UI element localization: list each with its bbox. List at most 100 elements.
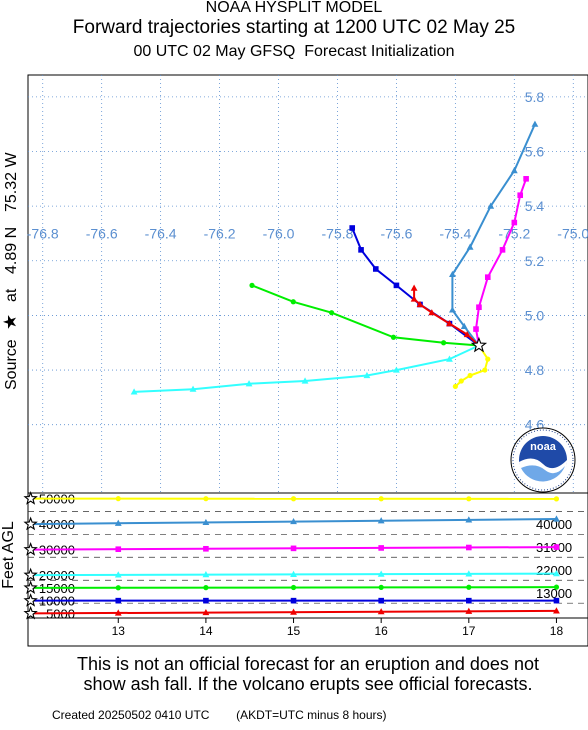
- height-marker: [466, 584, 472, 590]
- height-frame: [27, 492, 588, 619]
- lat-tick-label: 4.8: [525, 362, 545, 378]
- height-marker: [553, 597, 560, 604]
- trajectory-marker: [416, 300, 424, 308]
- height-marker: [202, 571, 210, 578]
- disclaimer: This is not an official forecast for an …: [28, 654, 588, 694]
- lon-tick-label: -75.4: [439, 225, 471, 241]
- height-marker: [115, 496, 121, 502]
- trajectory-marker: [440, 340, 447, 346]
- footer: Created 20250502 0410 UTC (AKDT=UTC minu…: [52, 708, 387, 722]
- height-marker: [290, 584, 297, 591]
- trajectory-marker: [290, 299, 296, 305]
- trajectory-marker: [452, 383, 458, 390]
- lon-tick-label: -75.8: [322, 225, 354, 241]
- height-marker: [553, 515, 560, 522]
- trajectory-marker: [301, 377, 309, 384]
- height-tick-right: 40000: [536, 517, 572, 532]
- height-marker: [466, 597, 472, 604]
- height-marker: [115, 546, 122, 553]
- trajectory-marker: [393, 366, 400, 373]
- height-start-star: [23, 567, 38, 582]
- trajectory-marker: [511, 219, 518, 226]
- lat-tick-label: 5.8: [525, 89, 545, 105]
- source-at: at: [3, 288, 20, 302]
- source-star-icon: ★: [0, 314, 20, 330]
- lon-tick-label: -76.4: [145, 225, 177, 241]
- map-frame: [27, 74, 588, 494]
- trajectory-marker: [517, 192, 524, 199]
- map-tick-labels: -76.8 -76.6 -76.4 -76.2 -76.0 -75.8 -75.6 -75.4…: [27, 89, 588, 433]
- trajectory-marker: [466, 243, 474, 250]
- height-panel: Feet AGL 5000040000300002000015000100005…: [0, 491, 588, 638]
- trajectory-marker: [482, 367, 488, 373]
- trajectory-marker: [189, 385, 197, 392]
- trajectory-marker: [458, 378, 464, 384]
- trajectory-marker: [349, 225, 356, 231]
- lat-tick-label: 5.2: [525, 253, 545, 269]
- height-marker: [202, 518, 210, 526]
- height-marker: [290, 545, 297, 552]
- trajectory-marker: [484, 274, 491, 280]
- time-tick-label: 18: [550, 624, 564, 638]
- height-start-star: [23, 605, 38, 620]
- height-marker: [465, 516, 473, 523]
- disclaimer-line-1: This is not an official forecast for an …: [77, 654, 539, 674]
- lon-tick-label: -76.2: [204, 225, 236, 241]
- time-tick-label: 15: [287, 624, 301, 638]
- height-tick-right: 13000: [536, 586, 572, 601]
- trajectory-marker: [531, 120, 539, 127]
- trajectory-marker: [410, 284, 418, 291]
- trajectory-title: Forward trajectories starting at 1200 UT…: [72, 17, 516, 38]
- lat-tick-label: 5.6: [525, 143, 545, 159]
- init-time: 00 UTC 02 May: [133, 43, 246, 60]
- timezone-note: (AKDT=UTC minus 8 hours): [236, 708, 387, 722]
- trajectory-marker: [446, 320, 453, 327]
- trajectory-marker: [473, 326, 479, 332]
- height-marker: [290, 570, 297, 577]
- trajectory-marker: [460, 322, 468, 329]
- height-marker: [203, 585, 209, 591]
- trajectory-marker: [467, 372, 473, 379]
- trajectory-line: [474, 178, 528, 346]
- height-marker: [115, 585, 121, 591]
- height-start-star: [23, 491, 38, 505]
- height-marker: [553, 607, 560, 614]
- height-marker: [377, 570, 385, 577]
- height-marker: [378, 496, 384, 502]
- trajectory-marker: [249, 282, 255, 288]
- height-marker: [114, 571, 122, 578]
- trajectory-marker: [449, 306, 456, 313]
- source-label: Source ★ at 4.89 N 75.32 W: [0, 152, 20, 390]
- time-tick-label: 13: [112, 624, 126, 638]
- time-tick-label: 17: [462, 624, 476, 638]
- trajectory-marker: [428, 309, 436, 316]
- height-marker: [553, 496, 560, 502]
- noaa-logo-text: noaa: [530, 441, 557, 453]
- trajectory-marker: [410, 295, 418, 302]
- trajectory-marker: [523, 176, 529, 182]
- height-axis-label: Feet AGL: [0, 521, 17, 589]
- height-marker: [290, 597, 297, 604]
- forecast-init-title: 00 UTC 02 May GFSQ Forecast Initializati…: [0, 43, 588, 61]
- height-marker: [553, 544, 560, 550]
- disclaimer-line-2: show ash fall. If the volcano erupts see…: [83, 674, 533, 694]
- trajectory-line: [134, 344, 480, 393]
- height-start-star: [23, 580, 38, 595]
- height-marker: [466, 544, 472, 551]
- trajectory-marker: [510, 167, 518, 174]
- height-marker: [553, 584, 560, 590]
- height-marker: [378, 584, 384, 590]
- trajectory-marker: [487, 202, 495, 209]
- trajectory-marker: [245, 380, 253, 387]
- height-marker: [202, 608, 210, 616]
- source-star: [470, 336, 488, 353]
- trajectory-marker: [393, 282, 400, 289]
- height-marker: [466, 496, 472, 502]
- time-tick-label: 14: [199, 624, 213, 638]
- height-marker: [378, 597, 384, 604]
- trajectory-marker: [130, 388, 138, 395]
- height-marker: [290, 608, 297, 615]
- lat-tick-label: 5.4: [525, 198, 545, 214]
- trajectory-paths: [130, 120, 539, 395]
- height-marker: [290, 496, 297, 502]
